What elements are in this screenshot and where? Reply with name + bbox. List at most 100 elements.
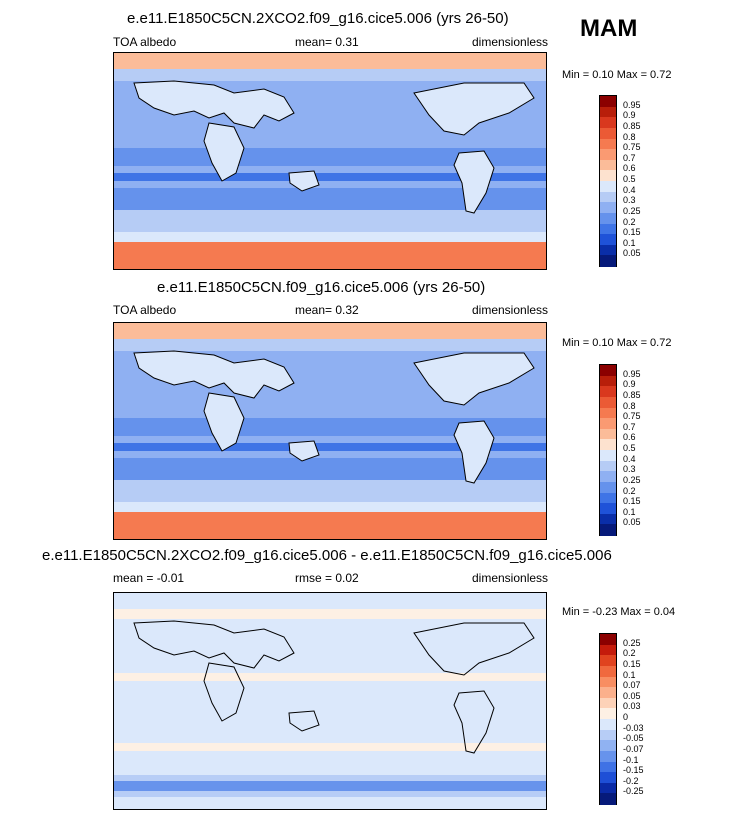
colorbar-cell: [600, 503, 616, 515]
colorbar-tick-label: 0.15: [623, 496, 641, 507]
colorbar-tick-label: 0.4: [623, 453, 636, 464]
panel-3-title: e.e11.E1850C5CN.2XCO2.f09_g16.cice5.006 …: [42, 547, 612, 564]
colorbar-cell: [600, 223, 616, 235]
colorbar-tick-label: 0.2: [623, 485, 636, 496]
colorbar-cell: [600, 793, 616, 805]
colorbar-tick-label: 0.2: [623, 216, 636, 227]
panel-2-map-svg: [114, 323, 546, 539]
colorbar-cell: [600, 396, 616, 408]
colorbar-tick-label: 0.05: [623, 248, 641, 259]
colorbar-cell: [600, 234, 616, 246]
colorbar-cell: [600, 687, 616, 699]
panel-3-map: [113, 592, 547, 810]
season-label: MAM: [580, 15, 638, 42]
colorbar-tick-label: -0.25: [623, 786, 644, 797]
colorbar-cell: [600, 524, 616, 536]
arctic-band: [114, 53, 546, 69]
panel-3-colorbar: [599, 633, 617, 805]
colorbar-cell: [600, 644, 616, 656]
panel-1-mean-label: mean= 0.31: [295, 35, 359, 49]
colorbar-tick-label: 0.9: [623, 110, 636, 121]
colorbar-tick-label: 0.25: [623, 474, 641, 485]
colorbar-cell: [600, 439, 616, 451]
colorbar-cell: [600, 96, 616, 108]
colorbar-tick-label: 0.05: [623, 517, 641, 528]
colorbar-cell: [600, 634, 616, 646]
colorbar-tick-label: 0.9: [623, 379, 636, 390]
colorbar-cell: [600, 418, 616, 430]
colorbar-tick-label: 0.85: [623, 389, 641, 400]
colorbar-cell: [600, 428, 616, 440]
colorbar-cell: [600, 407, 616, 419]
colorbar-tick-label: 0.95: [623, 368, 641, 379]
colorbar-tick-label: 0.6: [623, 432, 636, 443]
antarctic-band: [114, 242, 546, 269]
colorbar-cell: [600, 117, 616, 129]
panel-1-title: e.e11.E1850C5CN.2XCO2.f09_g16.cice5.006 …: [127, 10, 509, 27]
colorbar-cell: [600, 159, 616, 171]
colorbar-tick-label: 0.03: [623, 701, 641, 712]
colorbar-cell: [600, 492, 616, 504]
panel-3-min-max: Min = -0.23 Max = 0.04: [562, 606, 676, 618]
colorbar-tick-label: -0.15: [623, 765, 644, 776]
colorbar-cell: [600, 481, 616, 493]
colorbar-cell: [600, 655, 616, 667]
panel-1-field-label: TOA albedo: [113, 35, 177, 49]
colorbar-cell: [600, 170, 616, 182]
colorbar-cell: [600, 750, 616, 762]
panel-2-colorbar: [599, 364, 617, 536]
colorbar-tick-label: 0: [623, 712, 629, 722]
panel-2-mean-label: mean= 0.32: [295, 303, 359, 317]
colorbar-cell: [600, 149, 616, 161]
colorbar-cell: [600, 386, 616, 398]
colorbar-cell: [600, 471, 616, 483]
colorbar-cell: [600, 375, 616, 387]
colorbar-tick-label: -0.1: [623, 754, 639, 765]
colorbar-tick-label: 0.75: [623, 142, 641, 153]
colorbar-tick-label: 0.5: [623, 174, 636, 184]
colorbar-tick-label: 0.05: [623, 690, 641, 701]
colorbar-cell: [600, 697, 616, 709]
colorbar-cell: [600, 181, 616, 193]
colorbar-cell: [600, 255, 616, 267]
colorbar-tick-label: 0.2: [623, 648, 636, 659]
colorbar-tick-label: 0.85: [623, 120, 641, 131]
panel-3-mean-label: mean = -0.01: [113, 571, 185, 585]
colorbar-tick-label: 0.5: [623, 443, 636, 453]
colorbar-cell: [600, 676, 616, 688]
colorbar-tick-label: 0.25: [623, 637, 641, 648]
panel-3-units-label: dimensionless: [472, 571, 549, 585]
colorbar-cell: [600, 450, 616, 462]
panel-1-colorbar: [599, 95, 617, 267]
colorbar-cell: [600, 772, 616, 784]
colorbar-tick-label: 0.15: [623, 227, 641, 238]
colorbar-tick-label: 0.1: [623, 669, 636, 680]
colorbar-tick-label: 0.07: [623, 680, 641, 691]
panel-2-map: [113, 322, 547, 540]
colorbar-cell: [600, 191, 616, 203]
colorbar-cell: [600, 719, 616, 731]
colorbar-cell: [600, 761, 616, 773]
colorbar-cell: [600, 127, 616, 139]
colorbar-tick-label: 0.8: [623, 131, 636, 142]
colorbar-cell: [600, 365, 616, 377]
panel-3-map-svg: [114, 593, 546, 809]
colorbar-cell: [600, 513, 616, 525]
panel-2-title: e.e11.E1850C5CN.f09_g16.cice5.006 (yrs 2…: [157, 279, 486, 296]
coastlines: [133, 80, 535, 214]
colorbar-cell: [600, 244, 616, 256]
panel-2-units-label: dimensionless: [472, 303, 549, 317]
colorbar-tick-label: 0.8: [623, 400, 636, 411]
colorbar-tick-label: -0.05: [623, 733, 644, 744]
colorbar-tick-label: 0.15: [623, 658, 641, 669]
colorbar-tick-label: 0.3: [623, 195, 636, 206]
colorbar-tick-label: -0.2: [623, 775, 639, 786]
panel-3-rmse-label: rmse = 0.02: [295, 571, 359, 585]
panel-1-units-label: dimensionless: [472, 35, 549, 49]
colorbar-cell: [600, 106, 616, 118]
colorbar-cell: [600, 212, 616, 224]
colorbar-tick-label: 0.6: [623, 163, 636, 174]
colorbar-tick-label: 0.4: [623, 184, 636, 195]
panel-1-map-svg: [114, 53, 546, 269]
colorbar-tick-label: 0.1: [623, 237, 636, 248]
